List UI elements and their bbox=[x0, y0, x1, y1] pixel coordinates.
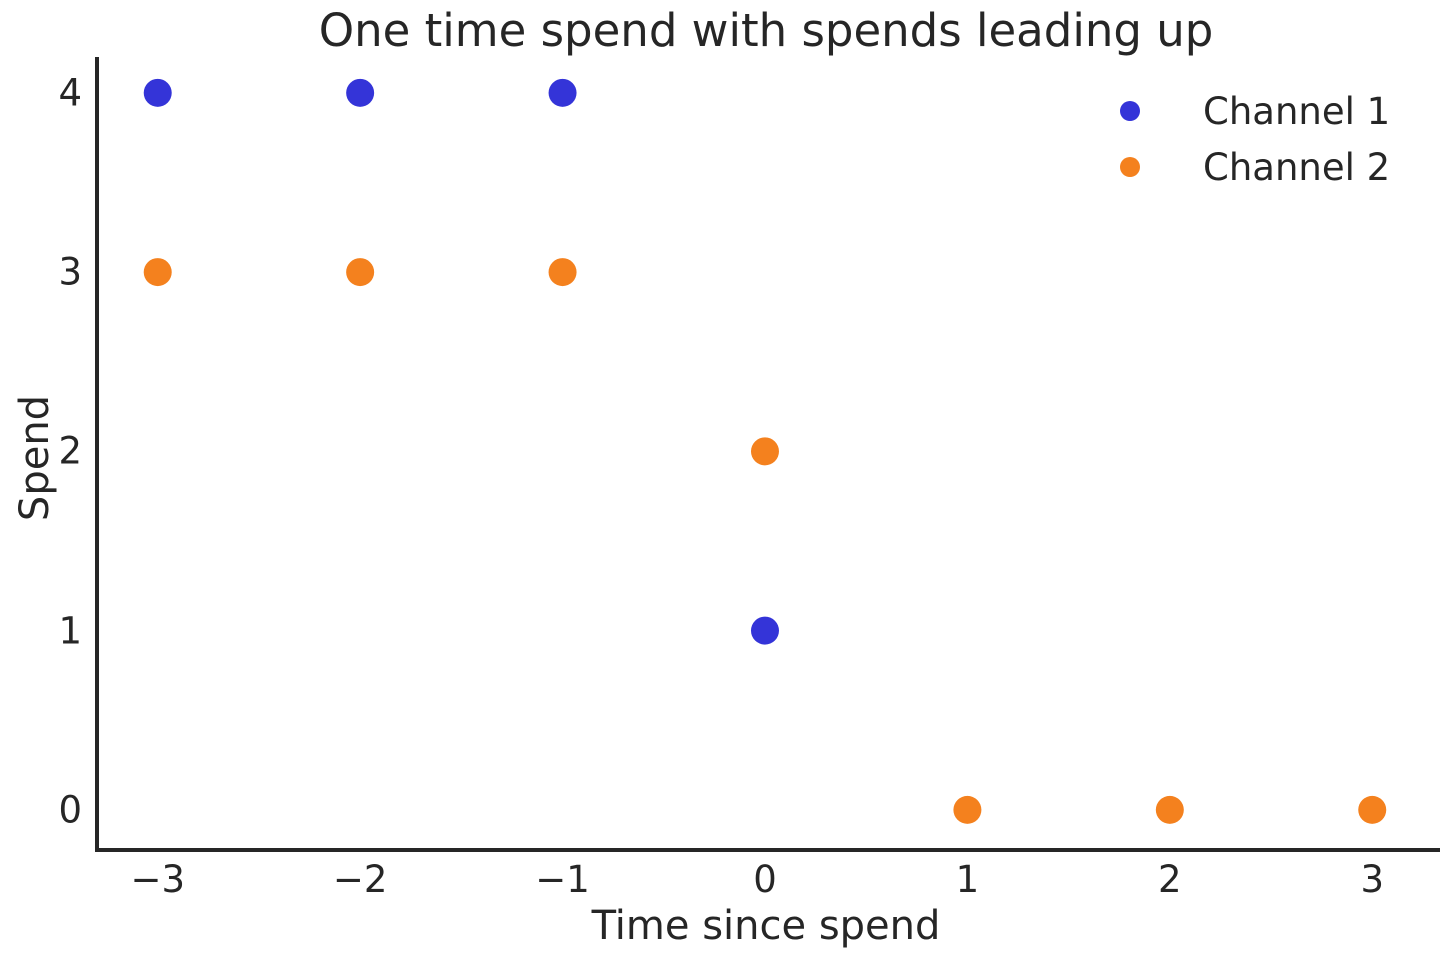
data-point bbox=[143, 78, 172, 107]
y-tick-label: 1 bbox=[58, 609, 82, 653]
y-tick-label: 3 bbox=[58, 250, 82, 294]
data-point bbox=[1358, 795, 1387, 824]
x-axis-label: Time since spend bbox=[591, 903, 941, 949]
legend-label: Channel 2 bbox=[1203, 145, 1391, 189]
chart-title: One time spend with spends leading up bbox=[318, 4, 1214, 57]
data-point bbox=[346, 78, 375, 107]
data-point bbox=[548, 258, 577, 287]
y-tick-label: 2 bbox=[58, 429, 82, 473]
plot-area bbox=[95, 57, 1440, 852]
legend: Channel 1 Channel 2 bbox=[1110, 83, 1390, 195]
legend-label: Channel 1 bbox=[1203, 89, 1391, 133]
data-point bbox=[953, 795, 982, 824]
x-tick-label: 0 bbox=[753, 858, 777, 901]
data-point bbox=[750, 616, 779, 645]
x-tick-label: 3 bbox=[1360, 858, 1385, 901]
legend-entry: Channel 1 bbox=[1110, 83, 1390, 139]
x-tick-label: −3 bbox=[130, 858, 185, 901]
legend-marker-icon bbox=[1120, 101, 1140, 121]
y-tick-label: 4 bbox=[58, 71, 82, 115]
x-tick-label: 1 bbox=[955, 858, 980, 901]
data-point bbox=[346, 258, 375, 287]
data-point bbox=[1155, 795, 1184, 824]
y-tick-label: 0 bbox=[58, 788, 82, 832]
legend-marker-icon bbox=[1120, 157, 1140, 177]
x-tick-label: −1 bbox=[535, 858, 590, 901]
data-point bbox=[750, 437, 779, 466]
x-tick-label: −2 bbox=[332, 858, 388, 901]
legend-entry: Channel 2 bbox=[1110, 139, 1390, 195]
x-tick-label: 2 bbox=[1158, 858, 1182, 901]
data-point bbox=[143, 258, 172, 287]
data-point bbox=[548, 78, 577, 107]
